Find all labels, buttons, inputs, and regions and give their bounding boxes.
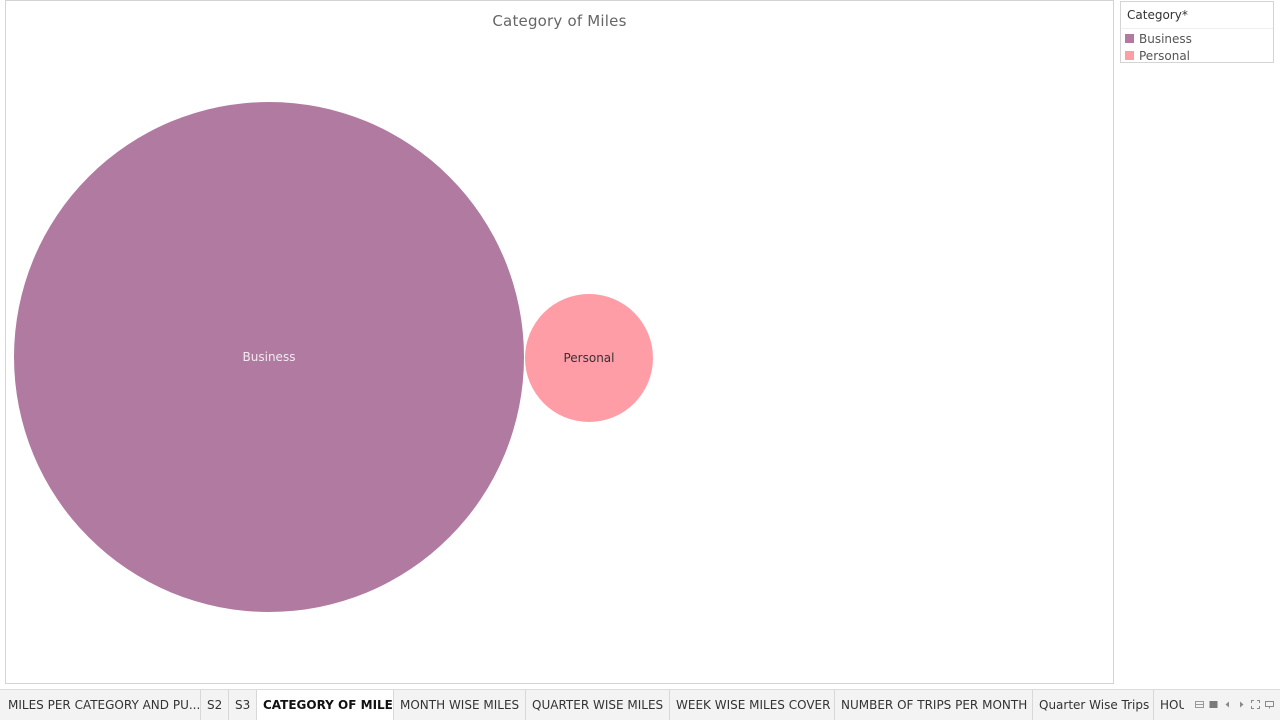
legend-title[interactable]: Category* — [1127, 8, 1188, 22]
viz-title: Category of Miles — [492, 12, 627, 30]
bubble-label-business: Business — [242, 350, 296, 364]
previous-sheet-icon[interactable] — [1223, 700, 1232, 709]
sheet-tabs: MILES PER CATEGORY AND PU... S2 S3 CATEG… — [0, 690, 1184, 720]
show-tabs-icon[interactable] — [1209, 700, 1218, 709]
tab-number-of-trips-per-month[interactable]: NUMBER OF TRIPS PER MONTH — [835, 690, 1033, 720]
legend-label-personal: Personal — [1139, 48, 1191, 63]
tab-category-of-miles[interactable]: CATEGORY OF MILES — [257, 690, 394, 720]
tab-quarter-wise-trips[interactable]: Quarter Wise Trips — [1033, 690, 1154, 720]
fit-screen-icon[interactable] — [1251, 700, 1260, 709]
legend-swatch-personal — [1125, 51, 1134, 60]
legend-label-business: Business — [1139, 31, 1192, 46]
sheet-tab-bar: MILES PER CATEGORY AND PU... S2 S3 CATEG… — [0, 689, 1280, 720]
color-legend: Category* Business Personal — [1120, 1, 1274, 63]
tab-s2[interactable]: S2 — [201, 690, 229, 720]
bubble-business[interactable]: Business — [14, 102, 524, 612]
legend-item-personal[interactable]: Personal — [1125, 48, 1190, 63]
legend-divider — [1121, 28, 1273, 29]
tab-s3[interactable]: S3 — [229, 690, 257, 720]
sheet-navigation — [1195, 700, 1274, 709]
visualization-pane: Category of Miles Business Personal — [5, 0, 1114, 684]
tab-week-wise-miles-cover[interactable]: WEEK WISE MILES COVER — [670, 690, 835, 720]
bubble-personal[interactable]: Personal — [525, 294, 653, 422]
tab-miles-per-category[interactable]: MILES PER CATEGORY AND PU... — [2, 690, 201, 720]
legend-item-business[interactable]: Business — [1125, 31, 1192, 46]
bubble-chart: Business Personal — [6, 1, 1113, 683]
tab-quarter-wise-miles[interactable]: QUARTER WISE MILES — [526, 690, 670, 720]
bubble-label-personal: Personal — [563, 351, 615, 365]
next-sheet-icon[interactable] — [1237, 700, 1246, 709]
presentation-mode-icon[interactable] — [1265, 700, 1274, 709]
tab-hou[interactable]: HOU — [1160, 698, 1184, 712]
legend-swatch-business — [1125, 34, 1134, 43]
show-filmstrip-icon[interactable] — [1195, 700, 1204, 709]
tab-month-wise-miles[interactable]: MONTH WISE MILES — [394, 690, 526, 720]
